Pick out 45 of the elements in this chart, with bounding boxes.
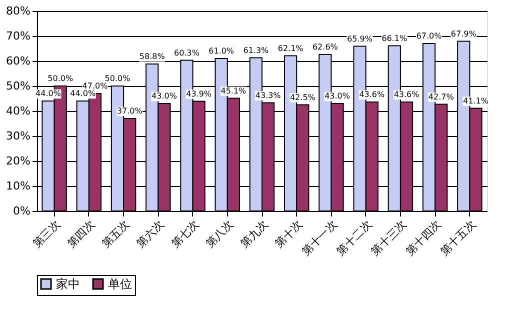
x-tick-label: 第四次 bbox=[64, 218, 98, 250]
data-label: 42.5% bbox=[290, 92, 316, 102]
data-label: 43.3% bbox=[255, 90, 282, 100]
legend-label: 单位 bbox=[108, 277, 132, 291]
data-label: 37.0% bbox=[116, 106, 143, 116]
y-tick-label: 20% bbox=[6, 154, 30, 168]
data-label: 61.0% bbox=[208, 46, 234, 56]
data-label: 43.0% bbox=[152, 92, 178, 100]
data-label: 42.7% bbox=[428, 92, 454, 102]
y-tick-label: 80% bbox=[6, 4, 30, 18]
data-label: 44.0% bbox=[70, 89, 96, 98]
x-tick-label: 第九次 bbox=[238, 218, 270, 250]
data-label: 47.0% bbox=[82, 82, 108, 90]
y-tick-label: 30% bbox=[6, 130, 30, 142]
data-label: 44.0% bbox=[36, 89, 62, 98]
y-tick-label: 70% bbox=[6, 30, 30, 42]
y-tick-label: 60% bbox=[6, 54, 30, 68]
data-label: 41.1% bbox=[463, 96, 489, 106]
data-label: 65.9% bbox=[347, 34, 373, 44]
data-label: 58.8% bbox=[139, 52, 166, 61]
data-label: 60.3% bbox=[174, 48, 200, 58]
data-label: 62.6% bbox=[312, 42, 338, 52]
y-tick-label: 0% bbox=[13, 204, 30, 218]
data-label: 50.0% bbox=[104, 74, 131, 83]
data-label: 61.3% bbox=[243, 46, 270, 55]
y-tick-label: 50% bbox=[6, 80, 30, 92]
data-label: 67.9% bbox=[450, 29, 477, 38]
x-tick-label: 第五次 bbox=[99, 218, 132, 250]
data-label: 43.6% bbox=[394, 90, 420, 99]
data-label: 43.6% bbox=[359, 90, 386, 99]
data-label: 62.1% bbox=[278, 44, 304, 53]
data-label: 67.0% bbox=[416, 32, 442, 40]
data-label: 45.1% bbox=[220, 86, 247, 96]
x-tick-label: 第七次 bbox=[168, 218, 202, 250]
data-label: 43.0% bbox=[324, 92, 350, 100]
y-tick-label: 10% bbox=[6, 180, 30, 192]
y-tick-label: 40% bbox=[6, 104, 30, 118]
x-tick-label: 第三次 bbox=[30, 218, 63, 250]
data-label: 66.1% bbox=[382, 34, 408, 43]
legend-label: 家中 bbox=[56, 277, 80, 291]
x-tick-label: 第八次 bbox=[203, 218, 236, 250]
data-label: 50.0% bbox=[48, 74, 74, 83]
data-label: 43.9% bbox=[186, 89, 212, 98]
x-tick-label: 第六次 bbox=[134, 218, 167, 250]
x-tick-label: 第十五次 bbox=[438, 218, 478, 258]
